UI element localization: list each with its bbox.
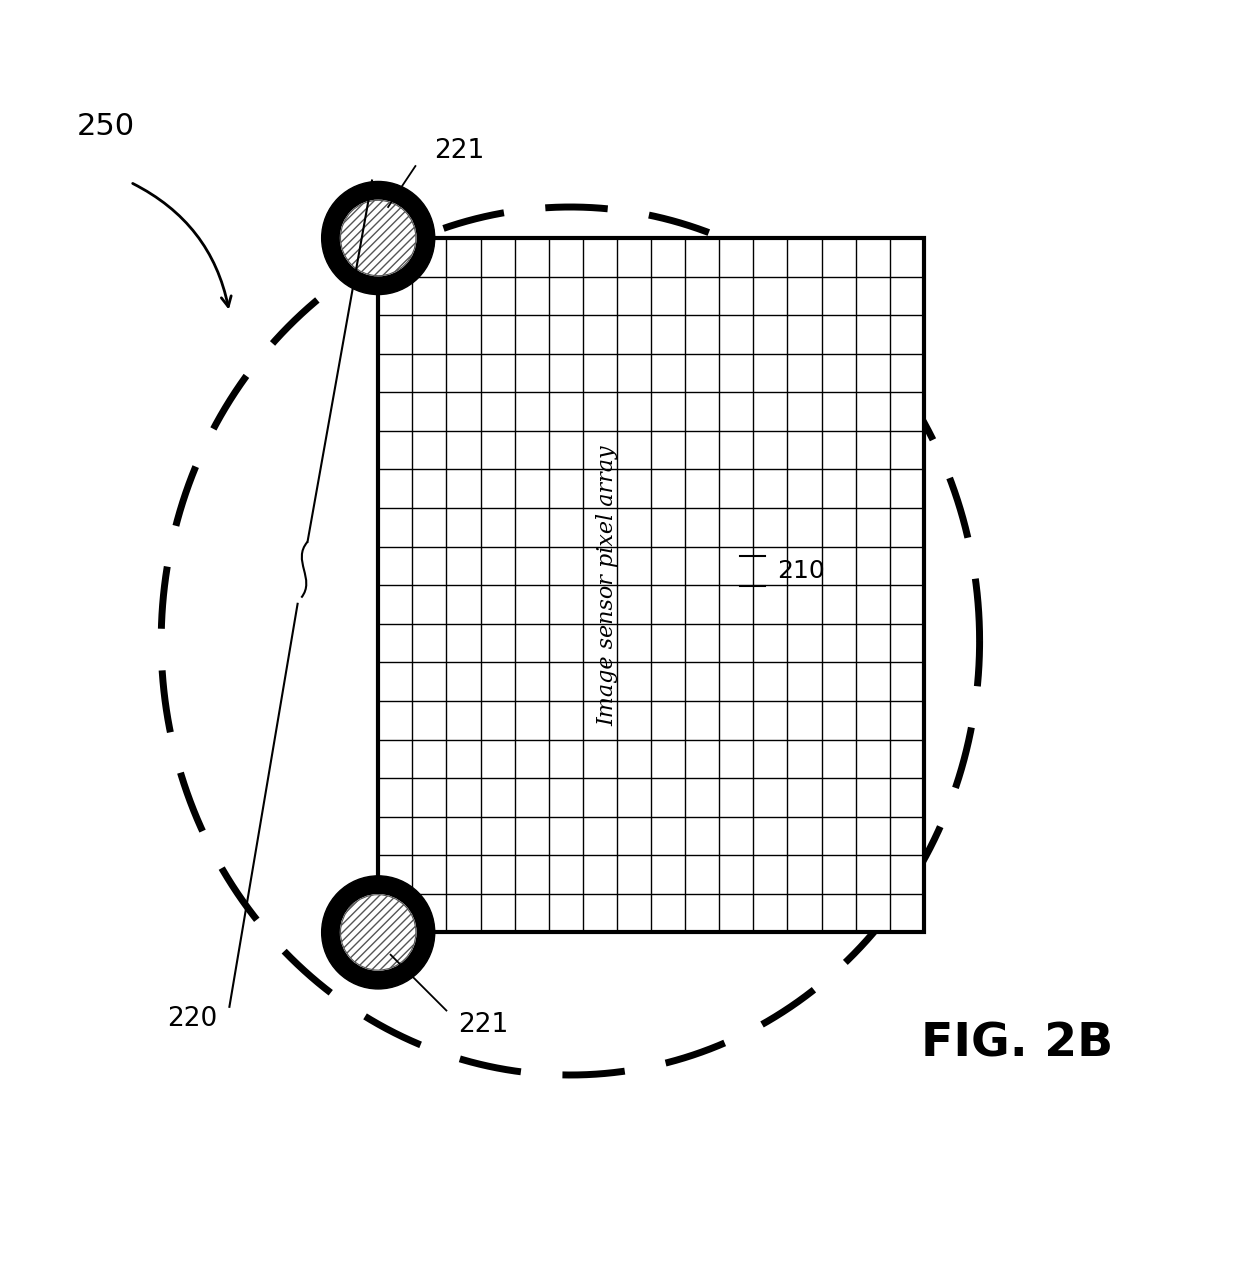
Circle shape	[341, 200, 415, 276]
Bar	[378, 238, 924, 932]
Text: 221: 221	[434, 138, 484, 164]
Text: 221: 221	[459, 1013, 508, 1038]
Text: Image sensor pixel array: Image sensor pixel array	[596, 445, 619, 726]
Text: 220: 220	[167, 1006, 217, 1032]
Circle shape	[321, 876, 435, 988]
Circle shape	[321, 182, 435, 295]
Circle shape	[341, 895, 415, 970]
Text: 210: 210	[777, 559, 825, 583]
Bar	[378, 238, 924, 932]
Text: FIG. 2B: FIG. 2B	[920, 1022, 1114, 1067]
Text: 250: 250	[77, 112, 134, 141]
